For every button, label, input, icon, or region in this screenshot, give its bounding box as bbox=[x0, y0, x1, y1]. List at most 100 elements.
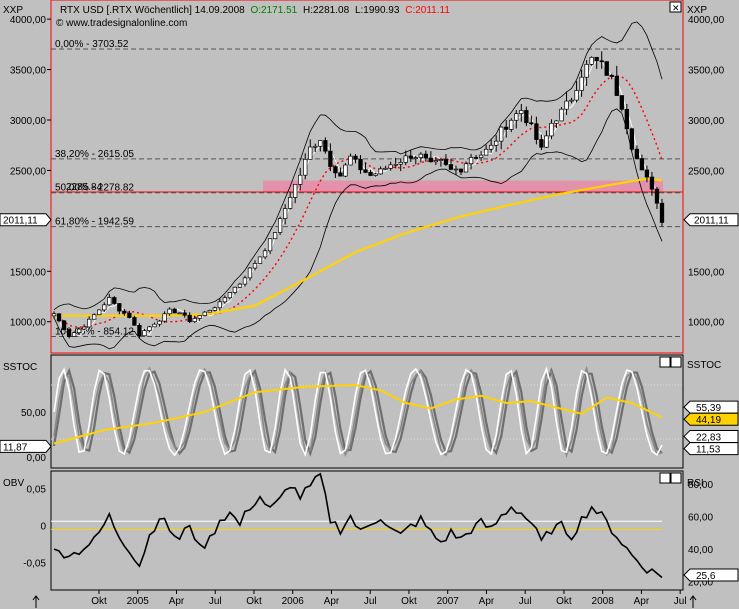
candle-body bbox=[614, 75, 619, 96]
candle-body bbox=[323, 140, 328, 152]
x-axis-label: Okt bbox=[91, 596, 107, 607]
high-value: H:2281.08 bbox=[303, 5, 350, 16]
fib-level-label: 0,00% - 3703.52 bbox=[55, 39, 129, 50]
candle-body bbox=[112, 297, 117, 304]
fib-level-label: 61,80% - 1942.59 bbox=[55, 217, 134, 228]
x-axis-label: Okt bbox=[556, 596, 572, 607]
candle-body bbox=[92, 314, 97, 320]
candle-body bbox=[197, 315, 202, 319]
x-axis-label: Apr bbox=[324, 596, 340, 607]
x-axis-label: Apr bbox=[169, 596, 185, 607]
copyright: © www.tradesignalonline.com bbox=[56, 18, 187, 29]
obv-panel-buttons[interactable] bbox=[659, 472, 682, 484]
candle-body bbox=[167, 308, 172, 315]
candle-body bbox=[393, 163, 398, 166]
candle-body bbox=[519, 110, 524, 115]
candle-body bbox=[473, 157, 479, 159]
candle-body bbox=[438, 159, 444, 161]
candle-body bbox=[122, 310, 127, 314]
candle-body bbox=[524, 110, 529, 124]
candle-body bbox=[76, 328, 82, 334]
candle-body bbox=[433, 160, 439, 163]
sstoc-right-tag-box bbox=[683, 442, 739, 456]
candle-body bbox=[509, 119, 514, 130]
candle-body bbox=[257, 256, 263, 264]
sstoc-panel-buttons[interactable] bbox=[659, 356, 682, 368]
candle-body bbox=[458, 168, 464, 173]
candle-body bbox=[97, 309, 102, 316]
sstoc-tag: SSTOC bbox=[3, 362, 37, 373]
low-value: L:1990.93 bbox=[355, 5, 400, 16]
candle-body bbox=[383, 167, 388, 170]
sstoc-right-tag-box bbox=[683, 412, 739, 426]
sstoc-yellow-line bbox=[53, 383, 663, 445]
candle-body bbox=[147, 326, 152, 332]
candle-body bbox=[604, 61, 609, 76]
candle-body bbox=[117, 303, 122, 312]
fib-level-label: 100,00% - 854.12 bbox=[55, 326, 134, 337]
obv-tick-left: -0,05 bbox=[23, 558, 46, 569]
sstoc-right-value: 44,19 bbox=[696, 415, 721, 426]
fib-level-label: 38,20% - 2615.05 bbox=[55, 149, 134, 160]
candle-body bbox=[378, 168, 383, 175]
candle-body bbox=[624, 108, 629, 130]
rsi-tag-right: RSI bbox=[687, 478, 704, 489]
fib-level-label: 50,00% - 2278.82 bbox=[55, 183, 134, 194]
price-panel bbox=[50, 0, 684, 354]
x-axis-label: Jul bbox=[674, 596, 687, 607]
candle-body bbox=[463, 163, 469, 173]
candle-body bbox=[303, 158, 308, 176]
price-tick-right: 3500,00 bbox=[688, 66, 725, 77]
candle-body bbox=[187, 314, 192, 323]
candle-body bbox=[659, 202, 665, 223]
candle-body bbox=[564, 100, 569, 110]
candle-body bbox=[81, 326, 87, 330]
candle-body bbox=[639, 158, 645, 171]
candle-body bbox=[353, 155, 358, 160]
candle-body bbox=[584, 63, 589, 78]
candle-body bbox=[142, 330, 147, 337]
candle-body bbox=[418, 153, 423, 158]
candle-body bbox=[202, 311, 207, 316]
candle-body bbox=[66, 329, 72, 337]
x-axis-label: Jul bbox=[519, 596, 532, 607]
candle-body bbox=[132, 317, 137, 326]
candle-body bbox=[56, 313, 62, 322]
candle-body bbox=[599, 60, 604, 63]
candle-body bbox=[468, 157, 474, 165]
price-tick-left: 4000,00 bbox=[10, 15, 47, 26]
chart-title: RTX USD [.RTX Wöchentlich] 14.09.2008 O:… bbox=[60, 5, 450, 16]
candle-body bbox=[644, 169, 650, 178]
rsi-tick-right: 20,00 bbox=[688, 577, 713, 588]
price-panel-buttons[interactable]: ✕ bbox=[669, 1, 682, 13]
bollinger-lower bbox=[53, 108, 663, 350]
candle-body bbox=[579, 76, 584, 91]
candle-body bbox=[222, 297, 227, 303]
candle-body bbox=[428, 157, 434, 163]
last-value-tag-right: 2011,11 bbox=[694, 216, 729, 227]
x-axis-label: Okt bbox=[246, 596, 262, 607]
candle-body bbox=[262, 250, 268, 258]
candle-body bbox=[609, 75, 614, 77]
candle-body bbox=[423, 153, 428, 159]
candle-body bbox=[293, 183, 298, 198]
x-axis-label: 2005 bbox=[127, 596, 150, 607]
rsi-last-value: 25,6 bbox=[696, 571, 716, 582]
candle-body bbox=[544, 135, 549, 148]
scroll-up-arrow-icon bbox=[32, 595, 40, 608]
candle-body bbox=[157, 320, 162, 325]
rsi-last-tag-box bbox=[683, 568, 739, 582]
candle-body bbox=[137, 324, 142, 337]
close-value: C:2011.11 bbox=[405, 5, 450, 16]
candle-body bbox=[403, 155, 408, 163]
x-axis-label: Okt bbox=[401, 596, 417, 607]
candle-body bbox=[242, 277, 248, 285]
candle-body bbox=[177, 312, 182, 315]
candle-body bbox=[388, 164, 393, 169]
candle-body bbox=[504, 126, 509, 130]
candle-body bbox=[569, 99, 574, 102]
candle-body bbox=[534, 123, 539, 140]
candle-body bbox=[373, 173, 378, 176]
candle-body bbox=[483, 148, 489, 156]
